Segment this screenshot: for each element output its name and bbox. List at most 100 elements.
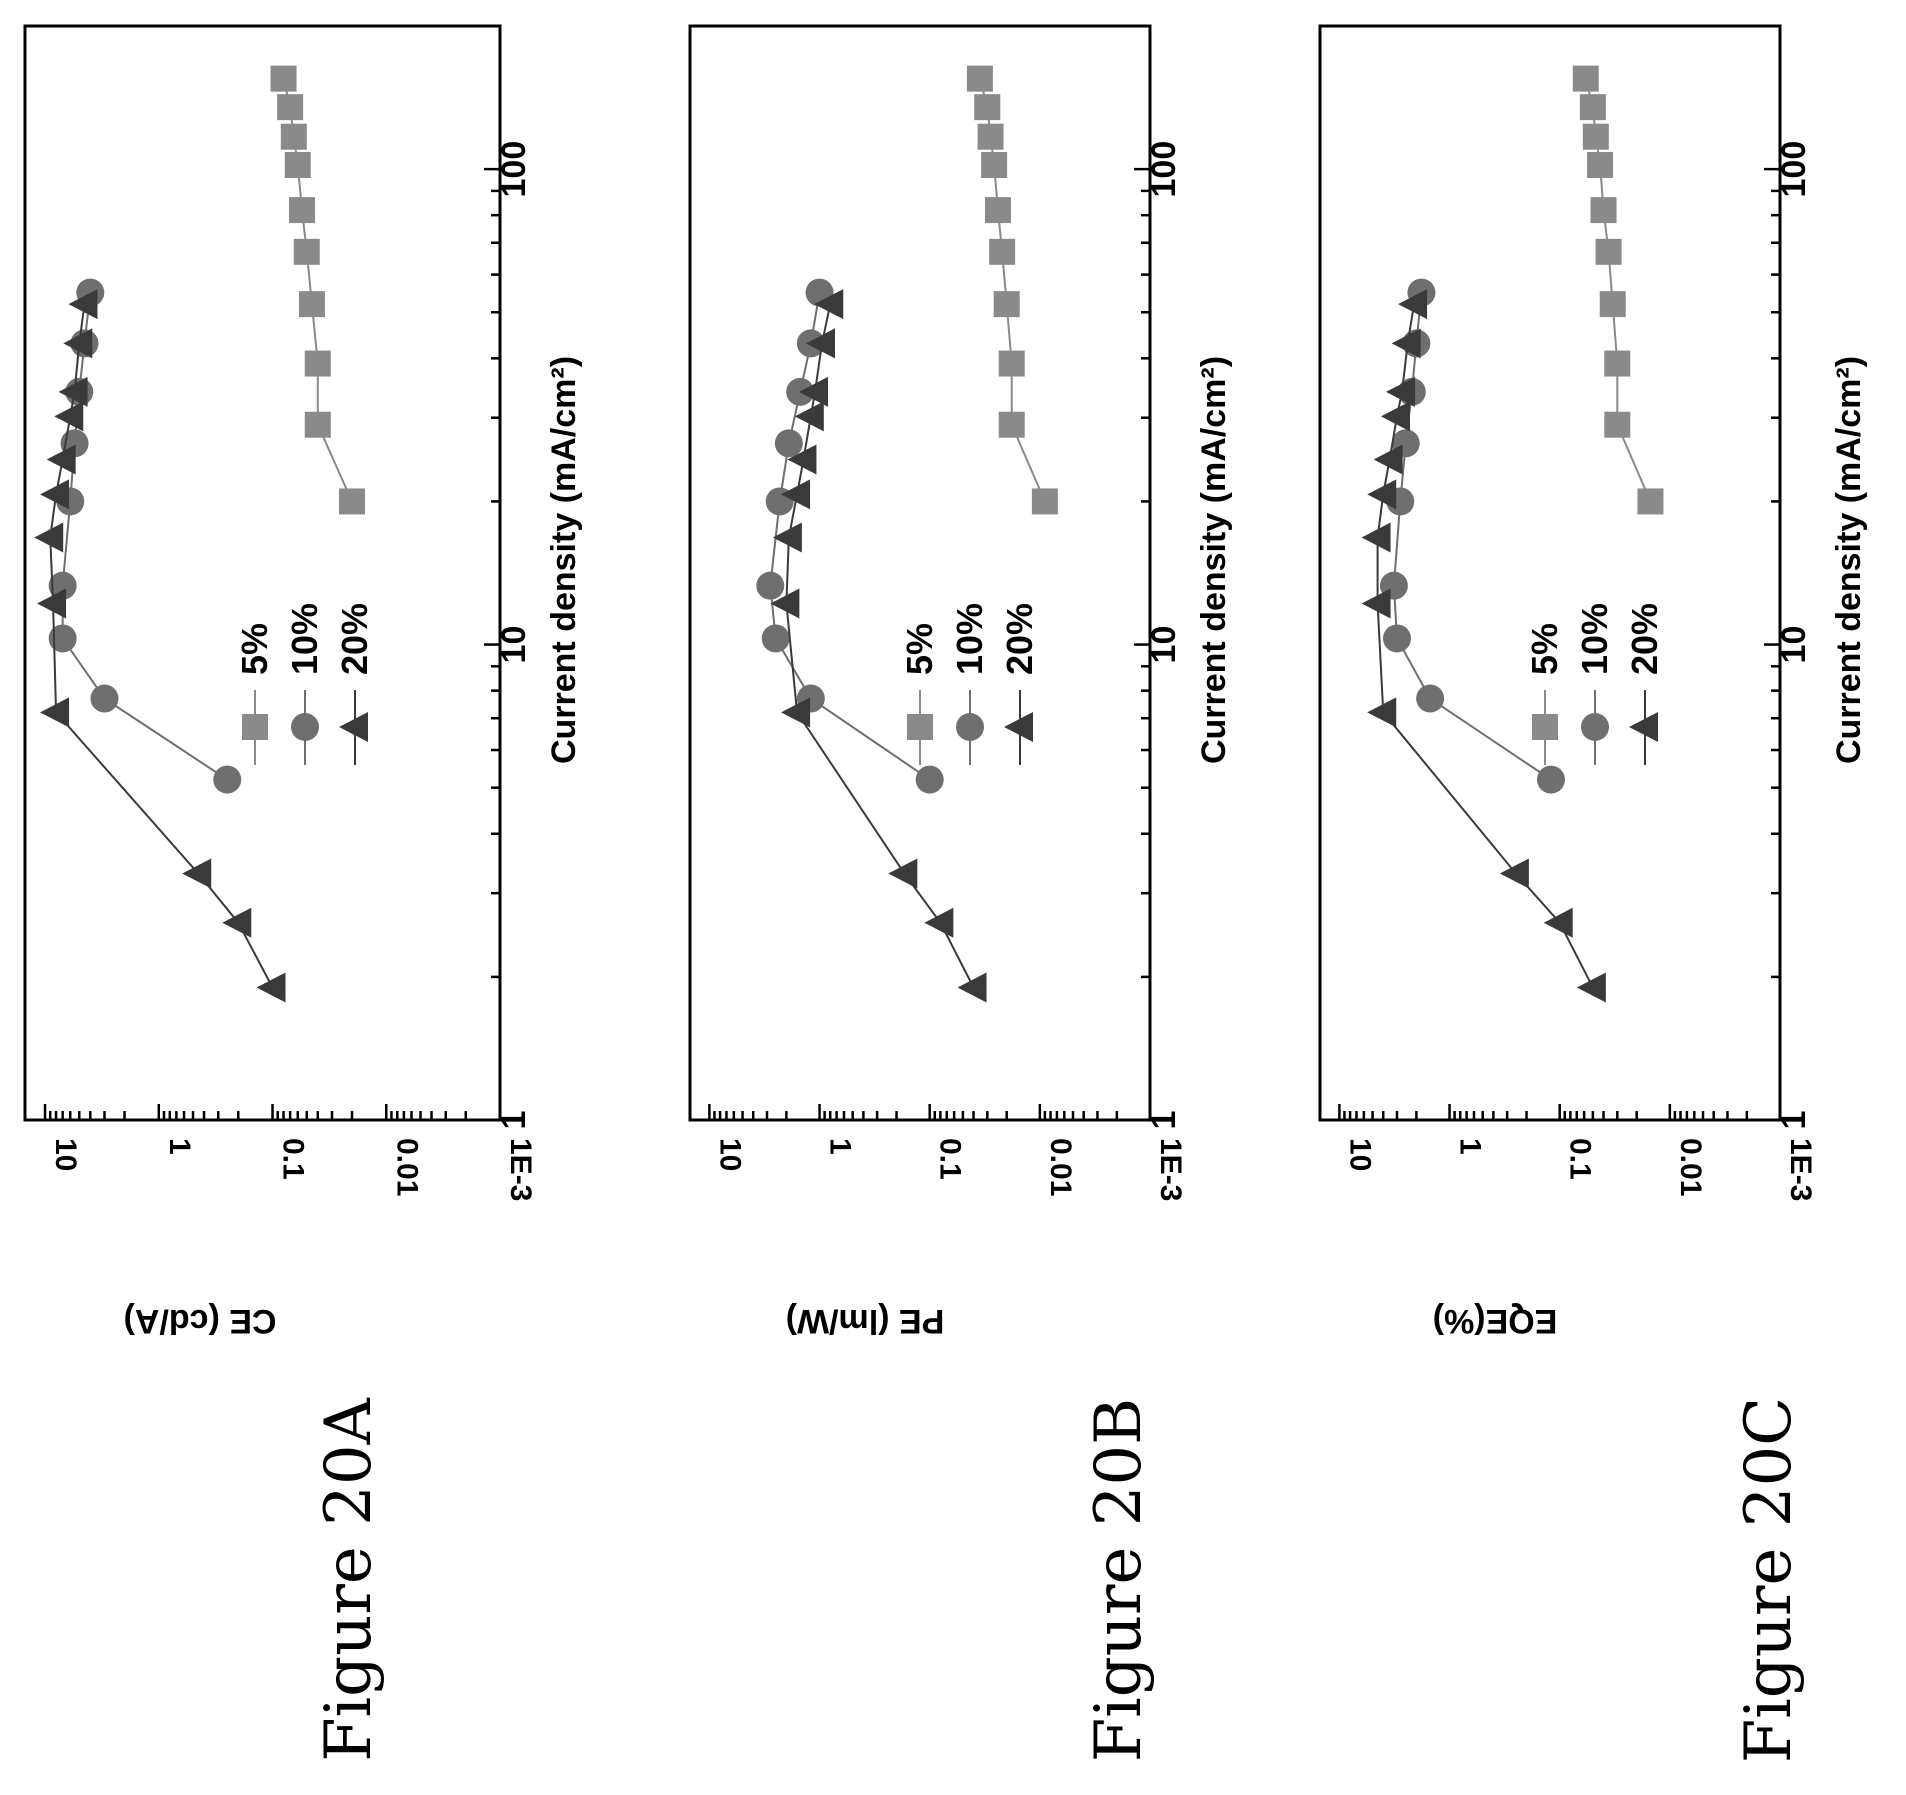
xtick-label-20b: 10 [1145,626,1183,664]
data-point-20c-2 [1391,328,1421,359]
ytick-label-20a: 0.01 [390,1138,423,1196]
legend-label-20c-0: 5% [1524,623,1565,675]
data-point-20b-2 [781,479,811,510]
data-point-20b-1 [756,571,785,600]
data-point-20b-0 [998,350,1025,377]
data-point-20b-1 [915,765,944,794]
data-point-20a-0 [277,94,304,121]
ytick-label-20a: 0.1 [277,1138,310,1180]
data-point-20a-0 [304,411,331,438]
data-point-20b-2 [781,697,811,728]
legend-marker-20b-2 [1004,712,1033,742]
data-point-20b-2 [806,328,836,359]
data-point-20b-1 [761,624,790,653]
data-point-20a-2 [40,697,70,728]
ytick-label-20b: 0.01 [1044,1138,1077,1196]
data-point-20c-2 [1367,479,1397,510]
plot-layer-20c: 1 10 100 10 1 0.1 0.01 1E-3 5% 10% 20% [1338,24,1817,1201]
data-point-20b-0 [966,65,993,92]
series-line-20b-0 [978,78,1046,502]
ytick-label-20c: 1 [1454,1138,1487,1155]
legend-label-20c-1: 10% [1574,603,1615,675]
data-point-20c-2 [1367,697,1397,728]
data-point-20a-2 [63,328,93,359]
data-point-20c-2 [1386,376,1416,407]
data-point-20b-2 [924,907,954,938]
data-point-20a-2 [34,522,64,553]
data-point-20b-2 [794,401,824,432]
plot-layer-20b: 1 10 100 10 1 0.1 0.01 1E-3 5% 10% 20% [708,24,1187,1201]
data-point-20b-2 [798,376,828,407]
data-point-20c-2 [1576,972,1606,1003]
xtick-label-20c: 100 [1775,141,1813,198]
data-point-20c-0 [1579,94,1606,121]
data-point-20c-2 [1380,401,1410,432]
data-point-20c-0 [1590,197,1617,224]
data-point-20c-1 [1382,624,1411,653]
legend-label-20a-0: 5% [234,623,275,675]
legend-marker-20a-2 [339,712,368,742]
xtick-label-20a: 10 [495,626,533,664]
data-point-20b-2 [787,444,817,475]
data-point-20b-2 [957,972,987,1003]
data-point-20c-1 [1536,765,1565,794]
xtick-label-20a: 1 [495,1111,533,1130]
data-point-20b-0 [993,291,1020,318]
figure-label-20a: Figure 20A [312,1397,386,1761]
panel-20c: 1 10 100 10 1 0.1 0.01 1E-3 5% 10% 20% EQE(%) Curr… [1318,24,1868,1763]
data-point-20a-1 [213,765,242,794]
data-point-20b-2 [770,588,800,619]
legend-label-20b-0: 5% [899,623,940,675]
data-point-20c-0 [1582,123,1609,150]
data-point-20a-1 [48,624,77,653]
ytick-label-20b: 1 [824,1138,857,1155]
plot-layer-20a: 1 10 100 10 1 0.1 0.01 1E-3 5% 10% 20% [34,24,537,1201]
ytick-label-20a: 1 [163,1138,196,1155]
ytick-label-20a: 10 [49,1138,82,1171]
data-point-20c-2 [1361,588,1391,619]
legend-marker-20c-1 [1581,713,1609,741]
legend-label-20a-1: 10% [284,603,325,675]
data-point-20b-2 [772,522,802,553]
data-point-20a-2 [46,444,76,475]
legend-label-20b-1: 10% [949,603,990,675]
data-point-20a-2 [37,588,67,619]
data-point-20b-0 [981,152,1008,179]
data-point-20c-2 [1499,858,1529,889]
series-line-20a-0 [282,78,353,502]
xtick-label-20b: 100 [1145,141,1183,198]
ytick-label-20c: 0.01 [1674,1138,1707,1196]
legend-marker-20c-2 [1629,712,1658,742]
data-point-20a-0 [298,291,325,318]
data-point-20b-2 [814,289,844,320]
data-point-20a-0 [289,197,316,224]
xtick-label-20c: 10 [1775,626,1813,664]
data-point-20c-2 [1398,289,1428,320]
data-point-20a-0 [293,238,320,265]
data-point-20a-2 [40,479,70,510]
data-point-20a-2 [222,907,252,938]
data-point-20a-2 [54,401,84,432]
legend-label-20a-2: 20% [334,603,375,675]
ytick-label-20b: 1E-3 [1154,1138,1187,1201]
data-point-20c-0 [1595,238,1622,265]
data-point-20a-2 [68,289,98,320]
ytick-label-20a: 1E-3 [504,1138,537,1201]
data-point-20c-1 [1416,684,1445,713]
xlabel-20b: Current density (mA/cm²) [1195,356,1233,764]
legend-marker-20b-0 [907,714,933,740]
plot-frame-20b [688,24,1152,1122]
data-point-20b-0 [989,238,1016,265]
data-point-20a-0 [339,488,366,515]
ytick-label-20b: 0.1 [934,1138,967,1180]
legend-marker-20a-1 [291,713,319,741]
data-point-20a-2 [182,858,212,889]
ylabel-20a: CE (cd/A) [124,1302,277,1340]
data-point-20a-1 [48,571,77,600]
legend-marker-20b-1 [956,713,984,741]
legend-marker-20c-0 [1532,714,1558,740]
data-point-20c-0 [1599,291,1626,318]
panel-20a: 1 10 100 10 1 0.1 0.01 1E-3 5% 10% 20% CE (cd/A) C… [23,24,583,1762]
